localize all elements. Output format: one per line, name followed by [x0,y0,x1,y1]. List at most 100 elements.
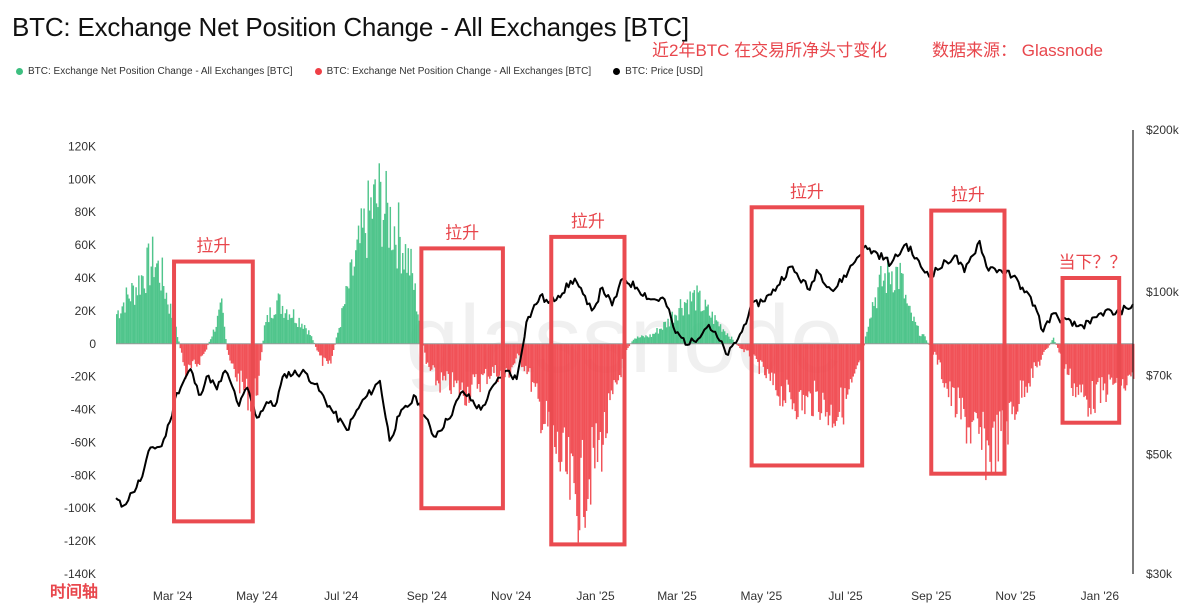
bar [1015,343,1017,415]
bar [330,343,332,364]
bar [898,289,900,344]
bar [167,304,169,344]
bar [377,207,379,344]
bar [921,334,924,344]
bar [665,327,668,344]
bar [686,299,689,344]
bar [516,343,519,354]
bar [332,343,335,351]
annotation-box [929,208,1007,476]
bar [169,303,172,344]
bar [997,343,1000,462]
annotation-box [1060,276,1122,425]
bar [349,262,351,344]
bar [433,343,436,368]
bar [826,343,828,413]
bar [831,343,834,428]
bar [1052,337,1055,344]
bar [151,236,154,344]
bar [889,284,892,344]
bar [601,343,603,472]
bar [457,343,459,381]
bar [471,343,473,385]
bar [795,343,798,420]
bar [197,343,199,364]
bar [526,343,528,375]
legend-swatch-negative [314,68,322,75]
bar [513,343,516,364]
bar [284,313,287,344]
legend: BTC: Exchange Net Position Change - All … [16,66,703,77]
bar [558,343,560,463]
bar [846,343,849,395]
bar [982,343,984,412]
bar [142,276,144,344]
bar [562,343,564,433]
bar [625,343,628,350]
legend-item-negative[interactable]: BTC: Exchange Net Position Change - All … [314,66,591,77]
bar [791,343,794,410]
bar [1095,343,1098,385]
bar [657,333,660,344]
bar [216,315,219,344]
bar [1079,343,1081,385]
bar [194,343,197,365]
bar [198,343,201,365]
bar [1094,343,1096,413]
bar [896,266,899,344]
x-tick-label: Jul '24 [324,589,359,603]
bar [396,268,398,344]
bar [482,343,484,376]
bar [468,343,470,403]
bar [943,343,946,388]
bar [1044,343,1047,350]
bar [274,314,277,344]
bar [367,180,369,344]
bar [737,343,740,347]
bar [671,311,673,344]
bar [1091,343,1093,382]
bar [900,273,903,344]
bar [245,343,248,379]
bar [171,317,173,344]
bar [342,306,345,344]
bar [956,343,958,414]
bar [192,343,194,362]
bar [700,311,702,344]
bar [455,343,458,384]
bar [875,308,878,344]
annotation-box [419,246,505,511]
x-tick-label: Jan '26 [1081,589,1120,603]
bar [631,341,633,344]
bar [390,250,393,344]
bar [1007,343,1009,445]
bar [683,302,686,344]
bar [916,325,918,344]
bar [1022,343,1024,381]
bar [783,343,785,401]
bar [483,343,486,374]
bar [258,343,260,376]
bar [877,287,879,344]
bar [303,325,306,344]
bar [348,288,350,344]
bar [356,239,358,344]
legend-item-positive[interactable]: BTC: Exchange Net Position Change - All … [16,66,293,77]
bar [309,335,311,344]
bar [567,343,570,437]
bar [678,308,680,344]
bar [147,243,150,344]
bar [263,325,266,344]
bar [653,333,655,344]
bar [341,308,343,344]
bar [744,343,747,350]
bar [610,343,613,391]
bar [740,343,743,349]
legend-item-price[interactable]: BTC: Price [USD] [613,66,703,77]
bar [618,343,621,376]
bar [786,343,788,380]
bar [925,340,928,344]
bar [762,343,765,367]
bar [178,341,180,344]
